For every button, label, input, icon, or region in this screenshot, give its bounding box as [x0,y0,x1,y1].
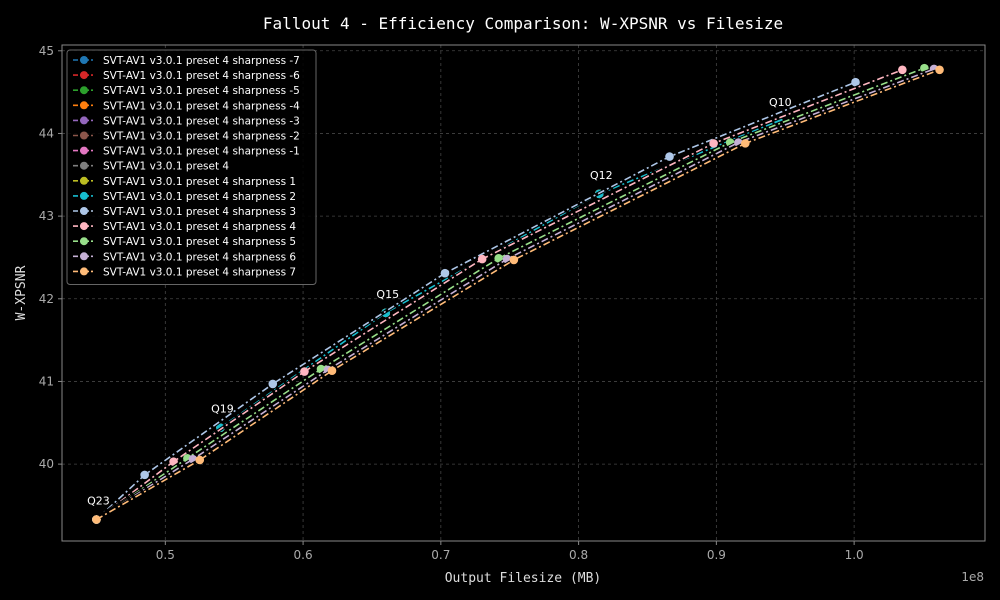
y-tick-label: 44 [39,126,54,140]
quality-label: Q15 [376,288,399,301]
series-line [95,81,856,521]
y-tick-label: 40 [39,457,54,471]
data-point [477,254,487,264]
y-tick-label: 45 [39,44,54,58]
legend-entry: SVT-AV1 v3.0.1 preset 4 sharpness -2 [103,131,300,143]
grid [62,45,985,541]
legend-entry: SVT-AV1 v3.0.1 preset 4 [103,161,229,173]
legend-box [66,49,317,285]
x-tick-label: 0.8 [569,548,588,562]
legend-swatch-marker [80,71,88,80]
data-point [195,455,205,465]
data-point [665,152,674,161]
x-axis-label: Output Filesize (MB) [445,571,602,586]
series-15 [92,65,944,524]
data-point [509,255,519,265]
legend-entry: SVT-AV1 v3.0.1 preset 4 sharpness 6 [103,251,296,263]
data-point [92,515,101,524]
y-tick-label: 41 [39,374,54,388]
legend-entry: SVT-AV1 v3.0.1 preset 4 sharpness 3 [103,206,296,218]
legend-swatch-marker [80,131,88,140]
quality-label: Q12 [590,169,613,182]
x-tick-label: 0.7 [431,548,450,562]
legend-entry: SVT-AV1 v3.0.1 preset 4 sharpness -5 [103,85,300,97]
series-line [96,69,940,521]
legend-swatch-marker [80,86,88,95]
data-point [740,139,750,148]
series-group [92,63,944,524]
legend-swatch-marker [80,176,88,185]
data-point [140,470,149,480]
data-point [169,457,178,466]
axis-ticks: 0.5 0.6 0.7 0.8 0.9 1.0 40 41 42 43 44 45 [39,44,864,562]
data-point [494,253,504,263]
legend-entry: SVT-AV1 v3.0.1 preset 4 sharpness -4 [103,100,300,112]
legend-swatch-marker [80,191,88,200]
chart-title: Fallout 4 - Efficiency Comparison: W-XPS… [263,14,783,33]
x-tick-label: 1.0 [845,548,864,562]
quality-labels: Q23 Q19 Q15 Q12 Q10 [87,96,792,507]
legend-entry: SVT-AV1 v3.0.1 preset 4 sharpness -7 [103,55,300,67]
legend-swatch-marker [80,267,88,276]
legend-swatch-marker [80,116,88,125]
data-point [300,367,309,376]
legend-swatch-marker [80,146,88,155]
legend-swatch-marker [80,56,88,64]
data-point [851,77,860,87]
series-13 [92,63,929,524]
legend: SVT-AV1 v3.0.1 preset 4 sharpness -7 SVT-… [66,49,317,285]
legend-swatch-marker [80,237,88,246]
legend-swatch-marker [80,101,88,110]
x-tick-label: 0.9 [707,548,726,562]
data-point [709,139,718,148]
legend-entry: SVT-AV1 v3.0.1 preset 4 sharpness 4 [103,221,296,233]
legend-swatch-marker [80,207,88,215]
plot-frame [61,44,986,542]
x-tick-label: 0.6 [294,548,313,562]
legend-swatch-marker [80,252,88,261]
legend-entry: SVT-AV1 v3.0.1 preset 4 sharpness -6 [103,70,300,82]
legend-entry: SVT-AV1 v3.0.1 preset 4 sharpness 2 [103,191,296,203]
series-line [95,69,903,521]
x-exponent-label: 1e8 [961,570,984,584]
legend-entry: SVT-AV1 v3.0.1 preset 4 sharpness 5 [103,236,296,248]
legend-entry: SVT-AV1 v3.0.1 preset 4 sharpness -3 [103,115,300,127]
y-tick-label: 42 [39,292,54,306]
legend-entry: SVT-AV1 v3.0.1 preset 4 sharpness 7 [103,266,296,278]
y-tick-label: 43 [39,209,54,223]
data-point [327,366,337,376]
series-line [95,68,935,521]
legend-swatch-marker [80,161,88,170]
data-point [440,268,450,278]
series-line [95,67,925,521]
quality-label: Q23 [87,495,110,508]
quality-label: Q19 [211,403,234,416]
quality-label: Q10 [769,96,792,109]
legend-entry: SVT-AV1 v3.0.1 preset 4 sharpness -1 [103,146,300,158]
legend-entry: SVT-AV1 v3.0.1 preset 4 sharpness 1 [103,176,296,188]
data-point [268,379,278,389]
y-axis-label: W-XPSNR [14,265,29,320]
data-point [898,65,907,75]
data-point [935,65,944,75]
legend-swatch-marker [80,222,88,231]
x-tick-label: 0.5 [156,548,175,562]
